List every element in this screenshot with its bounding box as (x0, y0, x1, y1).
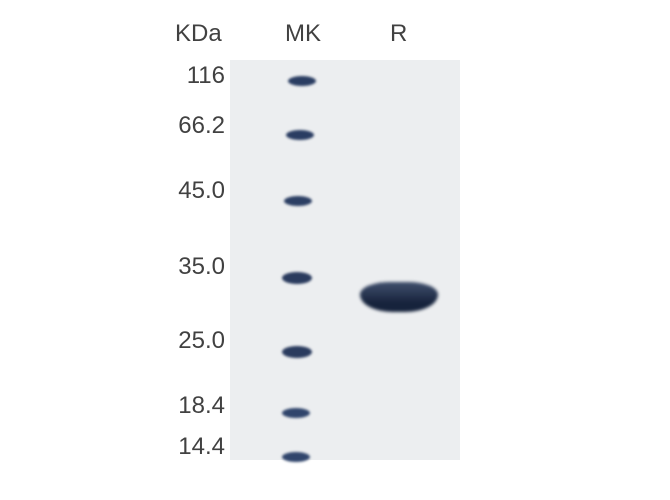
marker-band-25 (282, 346, 312, 358)
gel-background (230, 60, 460, 460)
marker-band-45 (284, 196, 312, 206)
tick-label: 45.0 (165, 177, 225, 205)
marker-band-66 (286, 130, 314, 140)
lane-header-sample: R (390, 20, 407, 48)
tick-label: 18.4 (165, 392, 225, 420)
tick-label: 35.0 (165, 253, 225, 281)
gel-image: KDa MK R 116 66.2 45.0 35.0 25.0 18.4 14… (230, 20, 460, 460)
marker-band-116 (288, 76, 316, 86)
sample-band (360, 282, 438, 312)
tick-label: 14.4 (165, 433, 225, 461)
tick-label: 116 (165, 62, 225, 90)
marker-band-18 (282, 408, 310, 418)
axis-unit-label: KDa (175, 20, 222, 48)
tick-label: 66.2 (165, 112, 225, 140)
tick-label: 25.0 (165, 327, 225, 355)
marker-band-35 (282, 272, 312, 284)
marker-band-14 (282, 452, 310, 462)
lane-header-marker: MK (285, 20, 321, 48)
